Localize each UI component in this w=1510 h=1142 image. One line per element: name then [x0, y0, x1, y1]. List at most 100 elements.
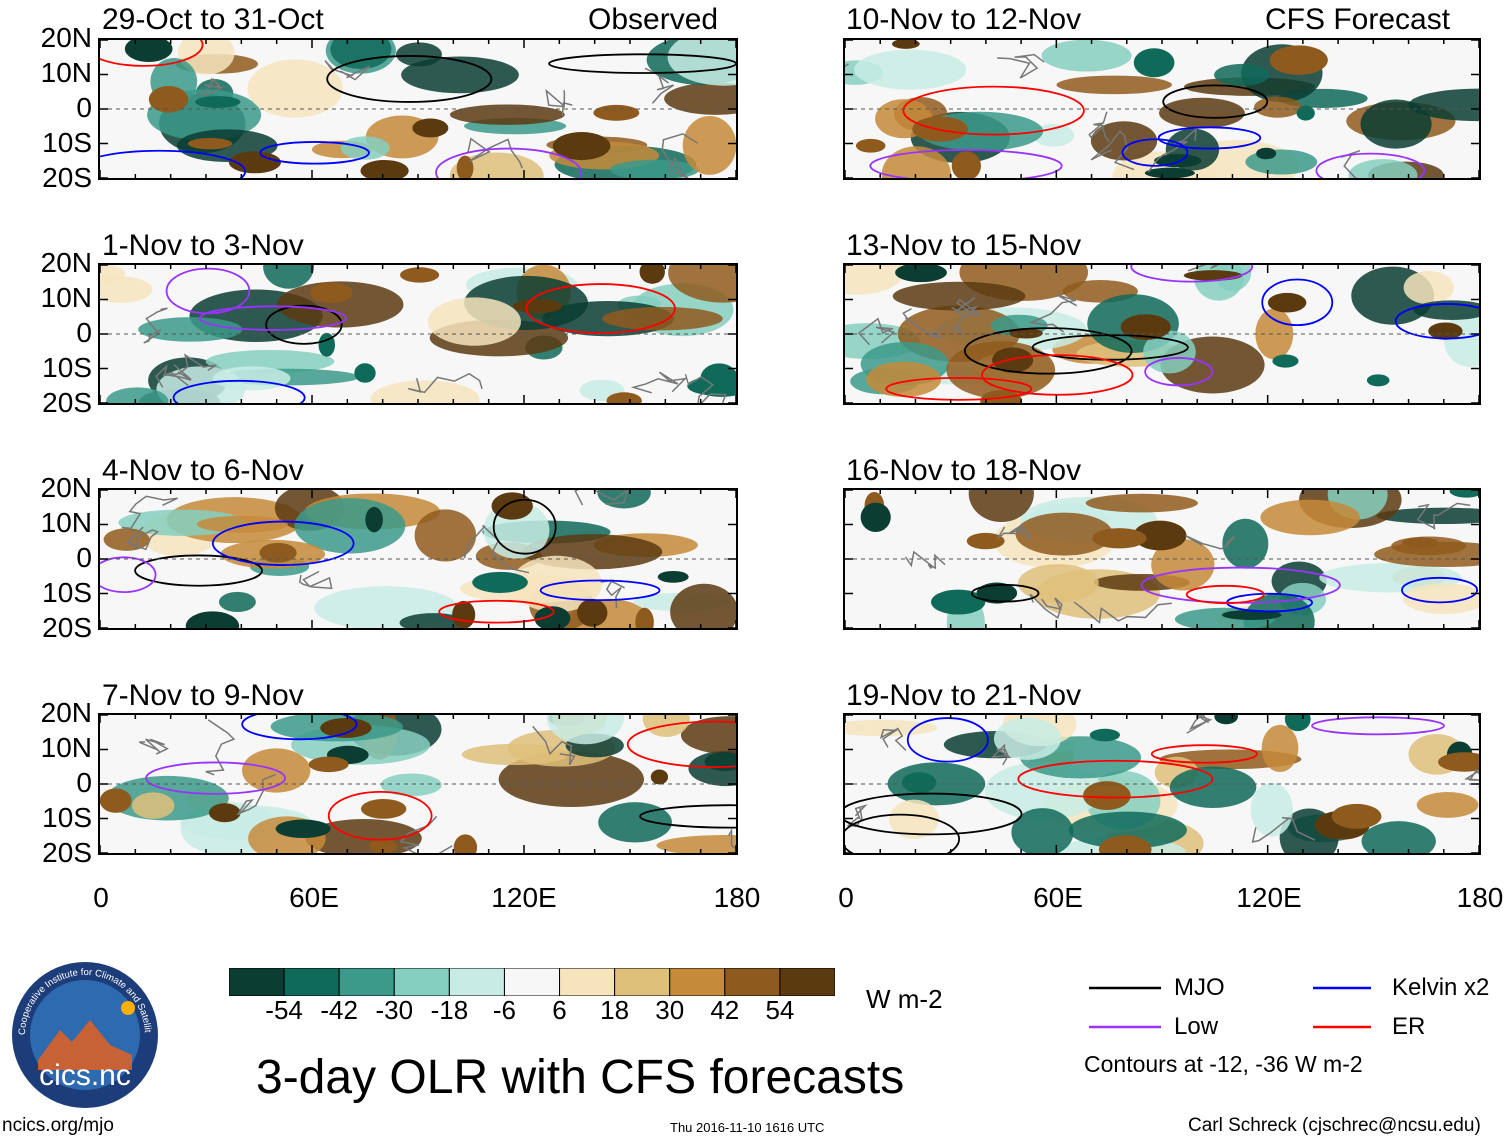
contour-er	[438, 599, 555, 624]
olr-anomaly	[980, 390, 1023, 403]
contour-kelvin-x2	[906, 717, 989, 763]
panel-title: 13-Nov to 15-Nov	[846, 229, 1082, 262]
colorbar-segment	[338, 968, 395, 996]
olr-anomaly	[855, 138, 886, 153]
contour-mjo	[326, 55, 493, 103]
olr-anomaly	[103, 528, 150, 551]
y-tick-label: 20S	[42, 387, 92, 418]
olr-anomaly	[472, 571, 528, 593]
y-tick-label: 10N	[40, 282, 92, 313]
olr-anomaly	[309, 282, 353, 304]
olr-anomaly	[1366, 374, 1390, 387]
colorbar-tick-label: 6	[552, 995, 567, 1025]
coastline	[902, 307, 948, 338]
olr-anomaly	[1033, 123, 1075, 147]
olr-anomaly	[667, 40, 736, 86]
y-tick-label: 20S	[42, 837, 92, 868]
coastline	[127, 526, 160, 551]
coastline	[399, 815, 453, 853]
olr-anomaly	[512, 299, 563, 314]
olr-anomaly	[534, 606, 571, 628]
olr-anomaly	[593, 104, 640, 121]
coastline	[951, 296, 979, 320]
y-tick-label: 10S	[42, 802, 92, 833]
olr-anomaly	[1085, 493, 1198, 513]
coastline	[1028, 294, 1078, 333]
colorbar-segment	[614, 968, 671, 996]
contour-low	[1315, 152, 1426, 178]
contour-low	[199, 305, 348, 331]
olr-anomaly	[635, 607, 654, 628]
contour-kelvin-x2	[1401, 576, 1478, 604]
olr-anomaly	[1015, 512, 1113, 556]
colorbar-tick-label: -6	[492, 995, 517, 1025]
olr-anomaly	[1272, 354, 1299, 368]
coastline	[143, 307, 168, 344]
coastline	[1147, 127, 1197, 173]
contour-mjo	[265, 304, 343, 345]
olr-anomaly	[1348, 159, 1418, 178]
olr-anomaly	[845, 719, 938, 737]
contour-er	[100, 40, 204, 67]
olr-anomaly	[656, 835, 736, 853]
colorbar-segment	[724, 968, 781, 996]
olr-anomaly	[491, 492, 533, 520]
colorbar-tick-label: -30	[375, 995, 414, 1025]
contour-low	[165, 267, 251, 315]
coastline	[1416, 502, 1471, 530]
coastline	[1088, 111, 1110, 143]
olr-anomaly	[1416, 791, 1479, 818]
coastline	[163, 353, 217, 387]
panel-title: 7-Nov to 9-Nov	[102, 679, 304, 712]
colorbar-segment	[669, 968, 726, 996]
olr-anomaly	[1143, 330, 1196, 374]
olr-anomaly	[1098, 835, 1152, 853]
olr-anomaly	[263, 265, 314, 289]
y-tick-label: 10N	[40, 57, 92, 88]
olr-anomaly	[1267, 292, 1307, 313]
legend-label: Low	[1174, 1013, 1219, 1040]
x-tick-label: 0	[93, 882, 109, 913]
contour-er	[1017, 759, 1214, 799]
colorbar-segment	[779, 968, 835, 996]
y-tick-label: 0	[76, 317, 92, 348]
contour-kelvin-x2	[172, 379, 306, 403]
olr-anomaly	[1083, 781, 1131, 810]
legend-label: Kelvin x2	[1392, 974, 1490, 1001]
coastline	[879, 727, 907, 751]
coastline	[996, 523, 1032, 540]
olr-anomaly	[100, 276, 153, 303]
coastline	[1090, 130, 1135, 171]
contour-low	[869, 149, 1063, 178]
olr-anomaly	[1092, 528, 1147, 549]
coastline	[324, 60, 371, 81]
colorbar-tick-label: 42	[710, 995, 740, 1025]
olr-anomaly	[1428, 322, 1463, 340]
coastline	[1029, 593, 1063, 620]
olr-anomaly	[577, 598, 608, 627]
coastline	[727, 827, 736, 850]
x-tick-label: 180	[713, 882, 761, 913]
colorbar-tick-label: 30	[655, 995, 685, 1025]
contour-er	[902, 85, 1085, 136]
coastline	[1073, 601, 1172, 624]
olr-anomaly	[247, 59, 343, 118]
olr-anomaly	[196, 515, 288, 533]
olr-anomaly	[598, 802, 672, 843]
colorbar-tick-label: -42	[320, 995, 358, 1025]
olr-anomaly	[320, 717, 372, 738]
y-tick-label: 0	[76, 542, 92, 573]
olr-anomaly	[400, 267, 440, 283]
x-tick-label: 60E	[289, 882, 339, 913]
olr-anomaly	[682, 116, 736, 175]
cics-logo: Cooperative Institute for Climate and Sa…	[10, 960, 158, 1108]
olr-anomaly	[1214, 63, 1270, 86]
olr-anomaly	[1438, 752, 1479, 772]
olr-anomaly	[1401, 537, 1439, 548]
contour-er	[525, 283, 676, 334]
olr-anomaly	[365, 506, 383, 533]
coastline	[1185, 534, 1235, 550]
olr-panel	[98, 488, 738, 630]
olr-anomaly	[931, 589, 986, 615]
olr-anomaly	[399, 613, 468, 628]
